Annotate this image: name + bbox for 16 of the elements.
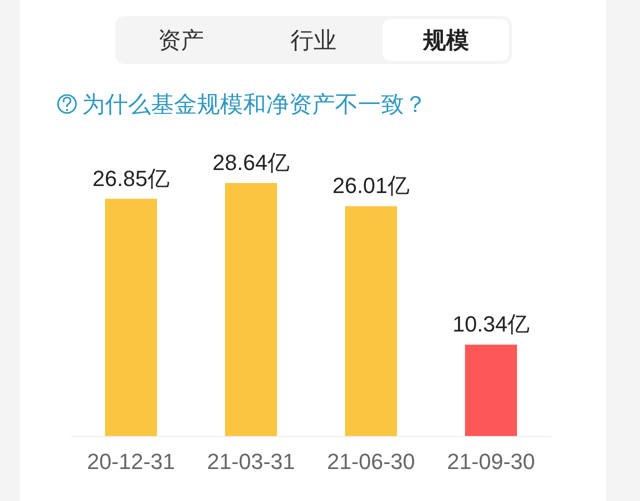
- x-tick-label: 21-03-31: [206, 449, 296, 474]
- data-label: 26.01亿: [332, 173, 410, 198]
- x-tick-label: 21-09-30: [446, 449, 536, 474]
- tab-selected: 规模: [382, 19, 509, 61]
- x-tick-label: 20-12-31: [86, 449, 176, 474]
- chart-subtitle: 为什么基金规模和净资产不一致？: [82, 91, 427, 117]
- bar: [105, 198, 157, 436]
- tab-label: 资产: [158, 27, 204, 53]
- tab-label: 行业: [290, 27, 336, 53]
- bar: [465, 344, 517, 436]
- x-tick-label: 21-06-30: [326, 449, 416, 474]
- data-label: 26.85亿: [92, 166, 170, 191]
- data-label: 28.64亿: [212, 150, 290, 175]
- bar: [345, 206, 397, 436]
- bar: [225, 183, 277, 436]
- data-label: 10.34亿: [452, 312, 530, 337]
